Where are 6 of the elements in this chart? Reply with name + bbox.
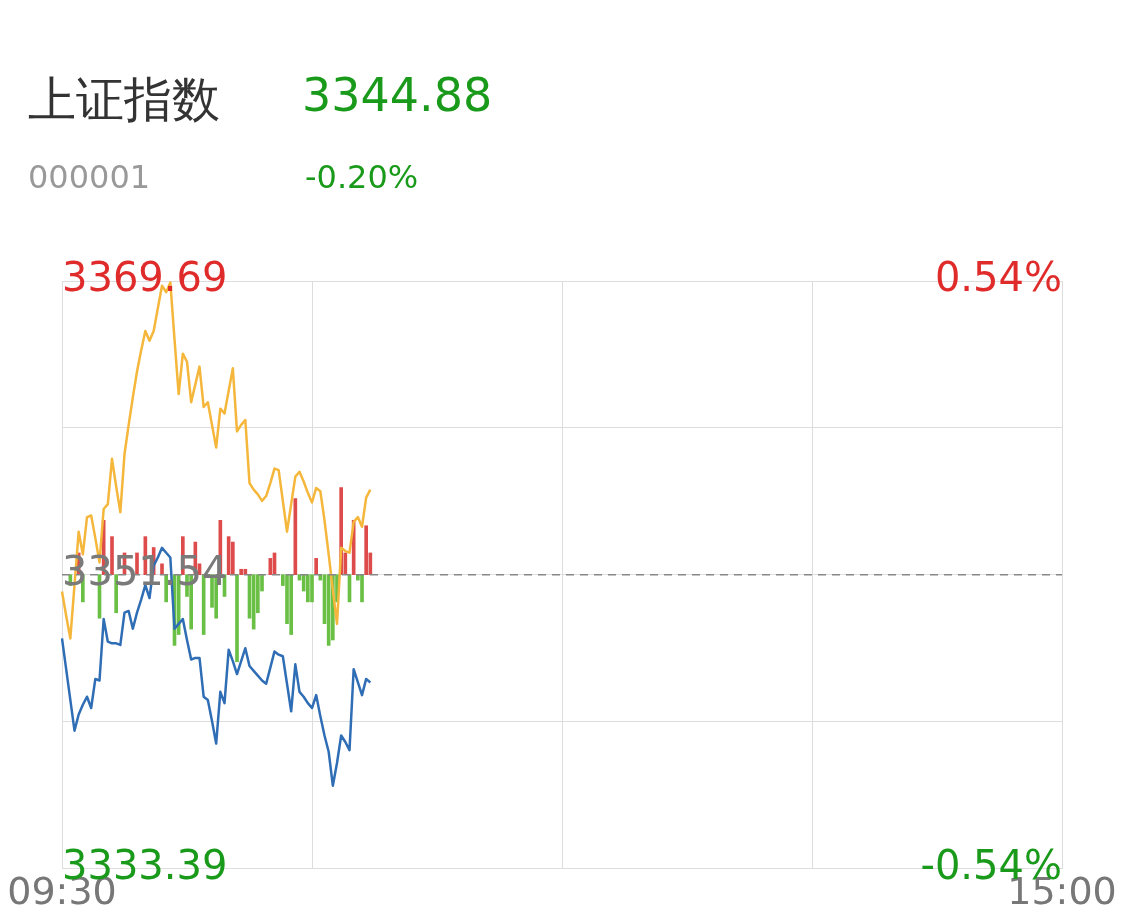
y2-tick-label: 0.54% xyxy=(934,254,1062,301)
text: 000001 xyxy=(28,158,151,196)
text: -0.20% xyxy=(305,158,419,196)
text: 3344.88 xyxy=(302,68,493,122)
chart-title: 上证指数 xyxy=(28,70,220,129)
y-tick-label: 3369.69 xyxy=(62,254,228,301)
